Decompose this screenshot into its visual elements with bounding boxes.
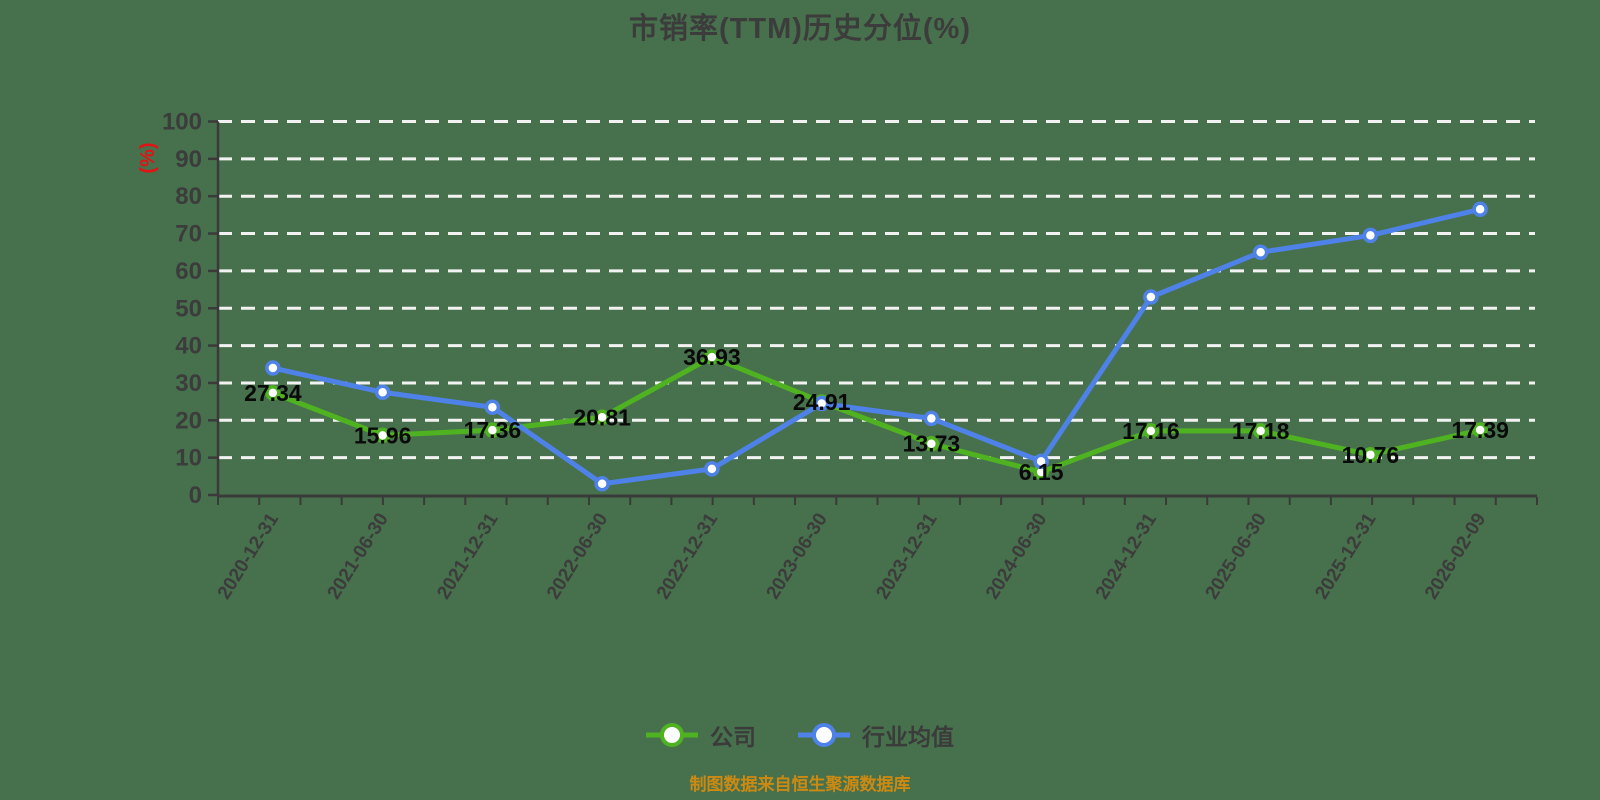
- data-label: 36.93: [683, 344, 741, 370]
- y-tick-label: 0: [189, 482, 202, 509]
- industry-line: [270, 206, 1483, 487]
- industry-point-2025-12-31[interactable]: [1362, 227, 1379, 244]
- company-point-2024-12-31[interactable]: [1143, 423, 1159, 439]
- data-label: 17.39: [1451, 417, 1509, 443]
- y-tick-label: 10: [175, 445, 202, 472]
- industry-point-2021-12-31[interactable]: [484, 399, 501, 415]
- x-tick-label: 2023-12-31: [872, 509, 942, 603]
- x-tick-label: 2025-12-31: [1311, 509, 1381, 603]
- industry-point-2024-12-31[interactable]: [1143, 289, 1159, 305]
- x-tick-label: 2025-06-30: [1202, 510, 1271, 604]
- company-point-2022-06-30[interactable]: [594, 409, 610, 426]
- legend-label-industry-average: 行业均值: [862, 724, 954, 750]
- company-line: [270, 354, 1483, 475]
- y-tick-label: 30: [175, 370, 202, 397]
- y-tick-label: 70: [175, 221, 202, 248]
- data-label: 17.36: [464, 417, 522, 443]
- company-point-2023-12-31[interactable]: [923, 435, 940, 452]
- data-label: 17.18: [1232, 418, 1290, 444]
- data-label: 20.81: [573, 404, 631, 430]
- x-tick-label: 2026-02-09: [1421, 510, 1490, 604]
- x-tick-label: 2021-06-30: [324, 510, 393, 604]
- chart-title: 市销率(TTM)历史分位(%): [628, 13, 971, 45]
- legend-item-industry-average[interactable]: 行业均值: [798, 718, 954, 752]
- data-label: 6.15: [1019, 459, 1064, 485]
- legend-item-company[interactable]: 公司: [646, 718, 756, 752]
- y-tick-label: 90: [175, 146, 202, 173]
- industry-point-2022-06-30[interactable]: [594, 476, 610, 492]
- x-tick-label: 2022-12-31: [653, 509, 723, 603]
- industry-point-2025-06-30[interactable]: [1252, 244, 1269, 260]
- company-point-2022-12-31[interactable]: [704, 349, 720, 365]
- industry-line-marker-icon: [798, 723, 850, 747]
- x-tick-label: 2022-06-30: [543, 510, 612, 604]
- data-label: 17.16: [1122, 418, 1180, 444]
- data-source-note: 制图数据来自恒生聚源数据库: [689, 775, 911, 794]
- x-tick-label: 2024-06-30: [982, 510, 1051, 604]
- y-tick-label: 60: [175, 258, 202, 285]
- y-tick-label: 80: [175, 183, 202, 210]
- legend-label-company: 公司: [710, 724, 756, 750]
- industry-point-2021-06-30[interactable]: [374, 384, 391, 401]
- industry-point-2024-06-30[interactable]: [1033, 453, 1049, 470]
- legend: 公司 行业均值: [0, 718, 1600, 752]
- y-tick-label: 100: [162, 109, 202, 136]
- industry-point-2022-12-31[interactable]: [704, 461, 720, 477]
- company-point-2020-12-31[interactable]: [265, 385, 281, 401]
- company-point-2025-06-30[interactable]: [1252, 423, 1269, 439]
- x-tick-label: 2020-12-31: [214, 509, 284, 603]
- company-point-2026-02-09[interactable]: [1472, 422, 1488, 438]
- x-tick-label: 2024-12-31: [1092, 509, 1162, 603]
- industry-point-2023-12-31[interactable]: [923, 410, 940, 427]
- company-line-marker-icon: [646, 723, 698, 747]
- y-tick-label: 20: [175, 407, 202, 434]
- x-tick-label: 2023-06-30: [763, 510, 832, 604]
- data-label: 10.76: [1342, 442, 1400, 468]
- industry-point-2020-12-31[interactable]: [265, 360, 281, 376]
- data-label: 13.73: [903, 431, 961, 457]
- industry-point-2026-02-09[interactable]: [1472, 201, 1488, 218]
- company-point-2021-06-30[interactable]: [374, 427, 391, 444]
- company-point-2025-12-31[interactable]: [1362, 447, 1379, 463]
- data-label: 24.91: [793, 389, 851, 415]
- data-label: 27.34: [244, 380, 302, 406]
- x-tick-label: 2021-12-31: [433, 509, 503, 603]
- y-tick-label: 40: [175, 333, 202, 360]
- y-tick-label: 50: [175, 295, 202, 322]
- data-label: 15.96: [354, 422, 412, 448]
- company-point-2021-12-31[interactable]: [484, 422, 501, 438]
- industry-point-2023-06-30[interactable]: [813, 395, 830, 412]
